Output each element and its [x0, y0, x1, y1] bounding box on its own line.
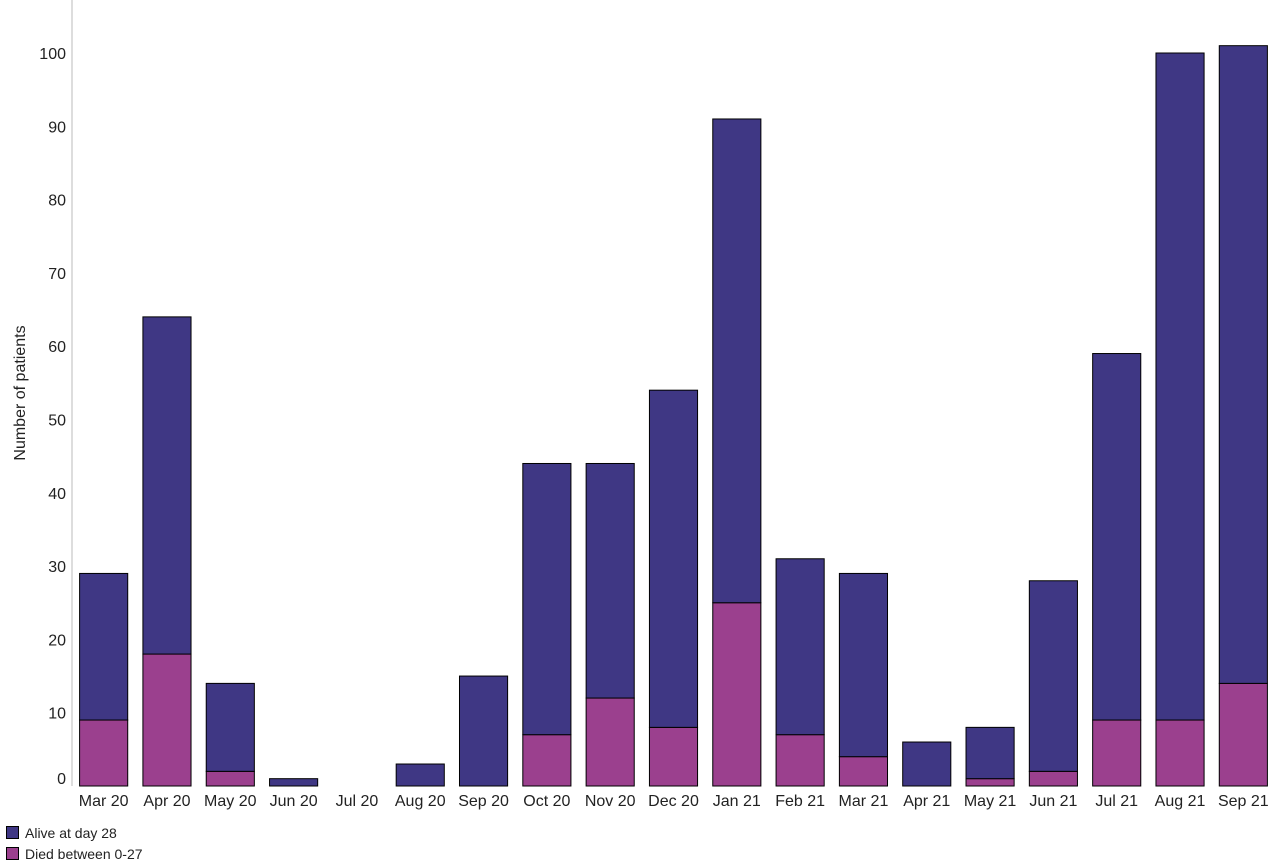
- y-tick-label: 50: [48, 413, 66, 430]
- bar-alive-segment: [142, 316, 192, 655]
- x-tick-label: Nov 20: [585, 793, 636, 810]
- bar-died-segment: [712, 602, 762, 787]
- bar-died-segment: [79, 719, 129, 787]
- x-tick-label: Dec 20: [648, 793, 699, 810]
- bar-alive-segment: [838, 572, 889, 758]
- bar-died-segment: [1218, 682, 1268, 787]
- x-tick-label: May 21: [964, 793, 1017, 810]
- x-tick-label: Sep 21: [1218, 793, 1269, 810]
- y-axis-title: Number of patients: [12, 325, 29, 460]
- bar-died-segment: [1155, 719, 1205, 787]
- y-tick-label: 90: [48, 119, 66, 136]
- y-tick-label: 0: [57, 771, 66, 788]
- bar-alive-segment: [965, 726, 1015, 780]
- x-tick-label: Jul 20: [336, 793, 379, 810]
- y-tick-labels: 0 10 20 30 40 50 60 70 80 90 100: [39, 46, 66, 788]
- y-tick-label: 20: [48, 632, 66, 649]
- x-tick-label: Aug 21: [1155, 793, 1206, 810]
- y-tick-label: 70: [48, 266, 66, 283]
- x-tick-label: Sep 20: [458, 793, 509, 810]
- bar-died-segment: [142, 653, 192, 787]
- bar-alive-segment: [1092, 353, 1142, 721]
- bar-alive-segment: [1155, 52, 1205, 721]
- bar-died-segment: [648, 726, 699, 787]
- bar-alive-segment: [648, 389, 699, 728]
- legend-label-alive: Alive at day 28: [25, 824, 117, 841]
- legend-swatch-alive: [6, 826, 19, 839]
- y-tick-label: 10: [48, 706, 66, 723]
- x-tick-label: Apr 20: [143, 793, 190, 810]
- bar-died-segment: [965, 778, 1015, 787]
- bar-alive-segment: [395, 763, 445, 787]
- stacked-bar-chart: 0 10 20 30 40 50 60 70 80 90 100 Mar 20 Apr 20 May 2…: [12, 0, 1269, 810]
- bar-alive-segment: [522, 462, 572, 736]
- x-tick-labels: Mar 20 Apr 20 May 20 Jun 20 Jul 20 Aug 20 Sep …: [79, 793, 1269, 810]
- y-tick-label: 40: [48, 486, 66, 503]
- bar-died-segment: [522, 734, 572, 787]
- bar-alive-segment: [458, 675, 509, 787]
- x-tick-label: Mar 20: [79, 793, 129, 810]
- legend: Alive at day 28 Died between 0-27: [6, 822, 143, 864]
- y-tick-label: 30: [48, 559, 66, 576]
- bar-died-segment: [1092, 719, 1142, 787]
- bar-died-segment: [775, 734, 825, 787]
- legend-swatch-died: [6, 847, 19, 860]
- y-tick-label: 60: [48, 339, 66, 356]
- bar-alive-segment: [269, 778, 319, 787]
- bar-alive-segment: [79, 572, 129, 721]
- bar-died-segment: [1028, 770, 1078, 787]
- x-tick-label: Jun 21: [1029, 793, 1077, 810]
- bar-alive-segment: [1028, 580, 1078, 772]
- bar-alive-segment: [902, 741, 952, 787]
- legend-item-alive: Alive at day 28: [6, 822, 143, 843]
- x-tick-label: Apr 21: [903, 793, 950, 810]
- x-tick-label: May 20: [204, 793, 257, 810]
- bar-died-segment: [838, 756, 889, 787]
- x-tick-label: Aug 20: [395, 793, 446, 810]
- x-tick-label: Jan 21: [713, 793, 761, 810]
- legend-item-died: Died between 0-27: [6, 843, 143, 864]
- bar-alive-segment: [1218, 45, 1268, 684]
- bars: [79, 45, 1268, 787]
- bar-alive-segment: [205, 682, 255, 772]
- x-tick-label: Oct 20: [523, 793, 570, 810]
- bar-died-segment: [585, 697, 635, 787]
- x-tick-label: Feb 21: [775, 793, 825, 810]
- bar-alive-segment: [585, 462, 635, 699]
- x-tick-label: Mar 21: [839, 793, 889, 810]
- bar-alive-segment: [712, 118, 762, 604]
- x-tick-label: Jun 20: [270, 793, 318, 810]
- x-tick-label: Jul 21: [1095, 793, 1138, 810]
- y-tick-label: 100: [39, 46, 66, 63]
- bar-died-segment: [205, 770, 255, 787]
- y-tick-label: 80: [48, 193, 66, 210]
- legend-label-died: Died between 0-27: [25, 845, 143, 862]
- bar-alive-segment: [775, 558, 825, 736]
